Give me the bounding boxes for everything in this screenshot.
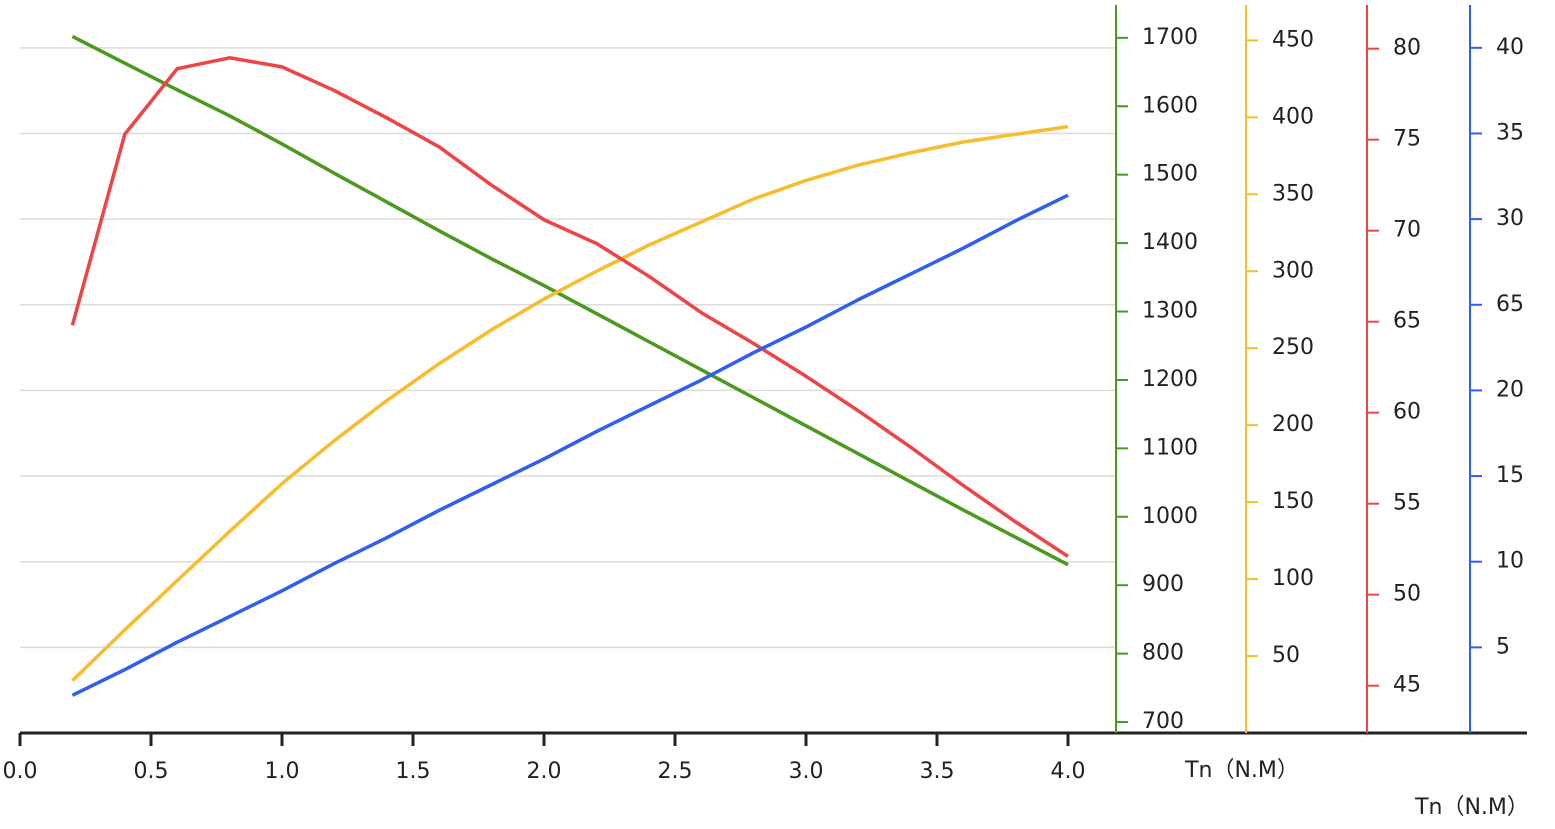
y-tick-label: 1300 xyxy=(1142,299,1198,324)
y-tick-label: 150 xyxy=(1272,489,1314,514)
x-tick-label: 4.0 xyxy=(1051,759,1086,784)
y-tick-label: 40 xyxy=(1496,35,1524,60)
line-series xyxy=(71,124,1069,682)
y-tick-label: 350 xyxy=(1272,181,1314,206)
line-series xyxy=(71,193,1069,697)
y-tick-label: 1200 xyxy=(1142,367,1198,392)
y-tick-label: 65 xyxy=(1496,292,1524,317)
y-tick-label: 900 xyxy=(1142,572,1184,597)
x-tick-label: 1.5 xyxy=(396,759,431,784)
x-tick-label: 2.5 xyxy=(658,759,693,784)
y-tick-label: 75 xyxy=(1393,127,1421,152)
y-tick-label: 10 xyxy=(1496,549,1524,574)
x-tick-label: 0.0 xyxy=(3,759,38,784)
y-tick-label: 200 xyxy=(1272,412,1314,437)
x-tick-label: 0.5 xyxy=(134,759,169,784)
y-tick-label: 15 xyxy=(1496,463,1524,488)
line-series xyxy=(71,34,1069,567)
y-tick-label: 50 xyxy=(1272,643,1300,668)
y-tick-label: 800 xyxy=(1142,641,1184,666)
y-tick-label: 60 xyxy=(1393,400,1421,425)
y-tick-label: 100 xyxy=(1272,566,1314,591)
y-tick-label: 50 xyxy=(1393,582,1421,607)
y-tick-label: 1000 xyxy=(1142,504,1198,529)
y-tick-label: 45 xyxy=(1393,673,1421,698)
line-series xyxy=(70,56,1069,558)
y-tick-label: 400 xyxy=(1272,104,1314,129)
y-tick-label: 70 xyxy=(1393,218,1421,243)
y-tick-label: 1700 xyxy=(1142,25,1198,50)
y-tick-label: 65 xyxy=(1393,309,1421,334)
y-tick-label: 5 xyxy=(1496,634,1510,659)
y-tick-label: 1100 xyxy=(1142,435,1198,460)
x-tick-label: 3.0 xyxy=(789,759,824,784)
y-tick-label: 250 xyxy=(1272,335,1314,360)
x-axis-label: Tn（N.M） xyxy=(1414,795,1529,820)
y-tick-label: 20 xyxy=(1496,377,1524,402)
y-tick-label: 1600 xyxy=(1142,93,1198,118)
y-tick-label: 35 xyxy=(1496,120,1524,145)
y-tick-label: 300 xyxy=(1272,258,1314,283)
y-tick-label: 80 xyxy=(1393,36,1421,61)
y-tick-label: 450 xyxy=(1272,27,1314,52)
y-tick-label: 55 xyxy=(1393,491,1421,516)
x-tick-label: 1.0 xyxy=(265,759,300,784)
y-tick-label: 1500 xyxy=(1142,162,1198,187)
x-tick-label: 2.0 xyxy=(527,759,562,784)
x-axis-label: Tn（N.M） xyxy=(1184,758,1299,783)
y-tick-label: 30 xyxy=(1496,206,1524,231)
y-tick-label: 700 xyxy=(1142,709,1184,734)
y-tick-label: 1400 xyxy=(1142,230,1198,255)
x-tick-label: 3.5 xyxy=(920,759,955,784)
